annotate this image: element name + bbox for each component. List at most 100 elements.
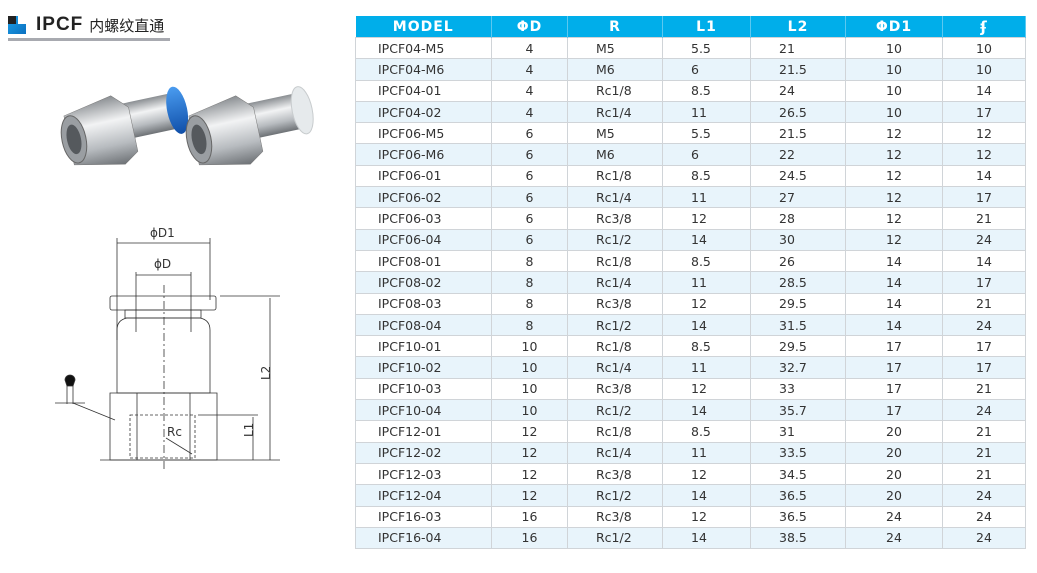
table-row: IPCF12-02 12 Rc1/4 11 33.5 20 21 bbox=[355, 441, 1026, 464]
table-cell: 6 bbox=[491, 122, 568, 145]
table-cell: 8.5 bbox=[662, 249, 751, 273]
table-cell: 36.5 bbox=[750, 484, 846, 507]
table-cell: Rc1/2 bbox=[567, 313, 663, 337]
table-cell: 21 bbox=[942, 462, 1026, 486]
table-cell: Rc1/8 bbox=[567, 420, 663, 443]
table-cell: 20 bbox=[845, 462, 943, 486]
product-name: 内螺纹直通 bbox=[89, 16, 165, 35]
table-cell: Rc1/2 bbox=[567, 526, 663, 550]
table-cell: IPCF06-M5 bbox=[355, 122, 492, 145]
table-cell: 11 bbox=[662, 271, 751, 294]
column-header: L2 bbox=[750, 16, 846, 38]
table-cell: 6 bbox=[491, 143, 568, 166]
label-d1: ϕD1 bbox=[150, 226, 175, 240]
table-cell: 12 bbox=[662, 377, 751, 401]
table-cell: 14 bbox=[845, 313, 943, 337]
table-cell: 10 bbox=[942, 36, 1026, 60]
label-l2: L2 bbox=[259, 366, 273, 380]
table-cell: 11 bbox=[662, 186, 751, 209]
table-cell: 20 bbox=[845, 484, 943, 507]
table-cell: 11 bbox=[662, 100, 751, 124]
table-cell: 16 bbox=[491, 505, 568, 528]
column-header: ʄ bbox=[942, 16, 1026, 38]
table-cell: IPCF06-04 bbox=[355, 228, 492, 251]
table-cell: Rc1/2 bbox=[567, 399, 663, 422]
table-cell: 21 bbox=[942, 292, 1026, 315]
table-cell: 33.5 bbox=[750, 441, 846, 464]
table-row: IPCF08-04 8 Rc1/2 14 31.5 14 24 bbox=[355, 313, 1026, 337]
table-cell: 6 bbox=[491, 207, 568, 230]
table-cell: 21.5 bbox=[750, 122, 846, 145]
table-cell: 31.5 bbox=[750, 313, 846, 337]
product-photo bbox=[60, 86, 314, 166]
table-cell: 14 bbox=[942, 164, 1026, 188]
table-cell: 12 bbox=[662, 505, 751, 528]
table-cell: 6 bbox=[491, 164, 568, 188]
table-cell: 8.5 bbox=[662, 164, 751, 188]
table-cell: 12 bbox=[942, 143, 1026, 166]
table-cell: Rc1/4 bbox=[567, 271, 663, 294]
table-row: IPCF06-03 6 Rc3/8 12 28 12 21 bbox=[355, 207, 1026, 230]
table-cell: 12 bbox=[845, 207, 943, 230]
table-cell: 28 bbox=[750, 207, 846, 230]
table-cell: 4 bbox=[491, 36, 568, 60]
label-d: ϕD bbox=[154, 257, 171, 271]
column-header: ΦD bbox=[491, 16, 568, 38]
table-cell: 12 bbox=[491, 462, 568, 486]
table-cell: 30 bbox=[750, 228, 846, 251]
table-cell: IPCF08-01 bbox=[355, 249, 492, 273]
table-cell: 12 bbox=[845, 164, 943, 188]
table-cell: IPCF16-04 bbox=[355, 526, 492, 550]
table-cell: Rc1/8 bbox=[567, 335, 663, 358]
table-cell: IPCF12-02 bbox=[355, 441, 492, 464]
table-cell: 4 bbox=[491, 58, 568, 81]
table-cell: 24 bbox=[942, 399, 1026, 422]
table-cell: Rc3/8 bbox=[567, 462, 663, 486]
table-cell: 8 bbox=[491, 292, 568, 315]
table-cell: 6 bbox=[491, 186, 568, 209]
table-cell: IPCF06-M6 bbox=[355, 143, 492, 166]
table-cell: IPCF08-04 bbox=[355, 313, 492, 337]
section-title: IPCF 内螺纹直通 bbox=[8, 14, 164, 36]
table-cell: Rc3/8 bbox=[567, 505, 663, 528]
table-cell: 12 bbox=[845, 143, 943, 166]
table-cell: Rc3/8 bbox=[567, 207, 663, 230]
table-row: IPCF08-02 8 Rc1/4 11 28.5 14 17 bbox=[355, 271, 1026, 294]
table-cell: 10 bbox=[942, 58, 1026, 81]
table-cell: 24 bbox=[942, 228, 1026, 251]
table-cell: 10 bbox=[491, 377, 568, 401]
table-cell: Rc1/4 bbox=[567, 100, 663, 124]
table-cell: 35.7 bbox=[750, 399, 846, 422]
table-cell: 17 bbox=[845, 356, 943, 379]
table-cell: 14 bbox=[662, 313, 751, 337]
table-cell: 8 bbox=[491, 249, 568, 273]
table-cell: IPCF10-04 bbox=[355, 399, 492, 422]
table-cell: 12 bbox=[491, 420, 568, 443]
table-cell: 24 bbox=[942, 526, 1026, 550]
table-cell: Rc3/8 bbox=[567, 377, 663, 401]
table-cell: IPCF10-03 bbox=[355, 377, 492, 401]
title-underline bbox=[8, 38, 170, 41]
table-cell: 12 bbox=[845, 186, 943, 209]
dimension-drawing: ϕD1 ϕD Rc L2 L1 bbox=[55, 226, 280, 470]
table-cell: Rc1/2 bbox=[567, 228, 663, 251]
table-cell: 26.5 bbox=[750, 100, 846, 124]
table-cell: 14 bbox=[662, 484, 751, 507]
table-cell: 8 bbox=[491, 313, 568, 337]
table-cell: 21 bbox=[942, 377, 1026, 401]
table-cell: IPCF10-01 bbox=[355, 335, 492, 358]
table-cell: 32.7 bbox=[750, 356, 846, 379]
table-cell: 14 bbox=[662, 228, 751, 251]
table-cell: 6 bbox=[662, 58, 751, 81]
table-cell: 17 bbox=[845, 335, 943, 358]
blue-release-collar bbox=[166, 86, 189, 134]
table-row: IPCF06-02 6 Rc1/4 11 27 12 17 bbox=[355, 186, 1026, 209]
table-cell: 12 bbox=[845, 228, 943, 251]
table-cell: 8 bbox=[491, 271, 568, 294]
table-cell: 14 bbox=[942, 79, 1026, 102]
table-cell: 14 bbox=[845, 271, 943, 294]
table-row: IPCF08-03 8 Rc3/8 12 29.5 14 21 bbox=[355, 292, 1026, 315]
table-cell: 21 bbox=[750, 36, 846, 60]
table-cell: IPCF04-01 bbox=[355, 79, 492, 102]
table-row: IPCF12-04 12 Rc1/2 14 36.5 20 24 bbox=[355, 484, 1026, 507]
